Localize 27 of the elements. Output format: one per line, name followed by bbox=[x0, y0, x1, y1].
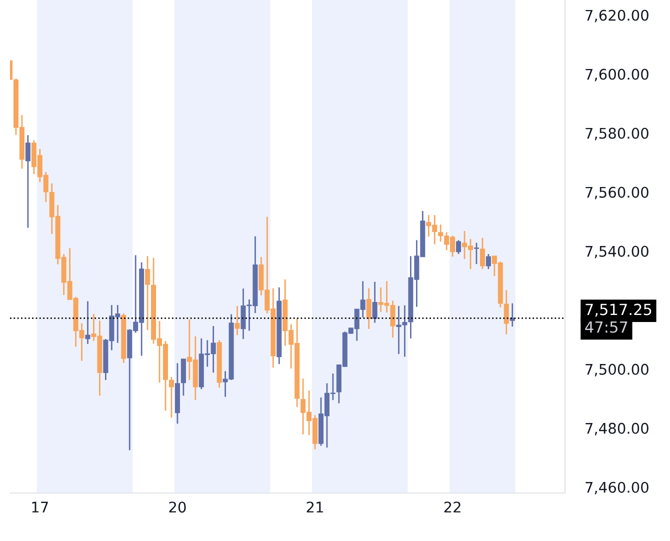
candlestick bbox=[234, 305, 240, 336]
y-tick-label: 7,560.00 bbox=[586, 186, 648, 200]
candlestick bbox=[366, 288, 372, 330]
candlestick bbox=[25, 134, 30, 228]
y-tick-label: 7,600.00 bbox=[586, 68, 648, 82]
x-tick-label: 20 bbox=[169, 502, 186, 513]
x-tick-label: 22 bbox=[444, 502, 460, 512]
candlestick bbox=[456, 239, 462, 255]
candlestick bbox=[168, 376, 174, 418]
candlestick bbox=[145, 255, 150, 331]
y-tick-label: 7,540.00 bbox=[586, 246, 648, 258]
y-tick-label: 7,460.00 bbox=[586, 482, 648, 494]
candlestick bbox=[180, 358, 186, 396]
candlestick bbox=[480, 237, 485, 270]
y-tick-label: 7,500.00 bbox=[586, 364, 648, 376]
y-tick-label: 7,580.00 bbox=[586, 128, 648, 140]
candlestick bbox=[486, 253, 491, 270]
y-tick-label: 7,480.00 bbox=[586, 422, 648, 436]
ref-line-label: 7,517.25 bbox=[586, 304, 652, 317]
x-tick-label: 17 bbox=[32, 502, 48, 512]
x-tick-label: 21 bbox=[306, 502, 323, 512]
candlestick bbox=[372, 281, 378, 324]
candlestick bbox=[474, 242, 479, 265]
candlestick bbox=[85, 300, 90, 345]
candlestick bbox=[504, 289, 509, 335]
y-tick-label: 7,620.00 bbox=[586, 10, 648, 22]
text: 47:57 bbox=[585, 321, 628, 333]
